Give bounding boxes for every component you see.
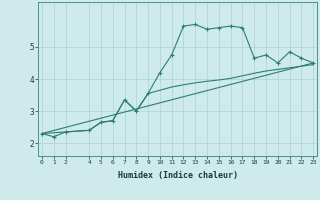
X-axis label: Humidex (Indice chaleur): Humidex (Indice chaleur) — [118, 171, 238, 180]
